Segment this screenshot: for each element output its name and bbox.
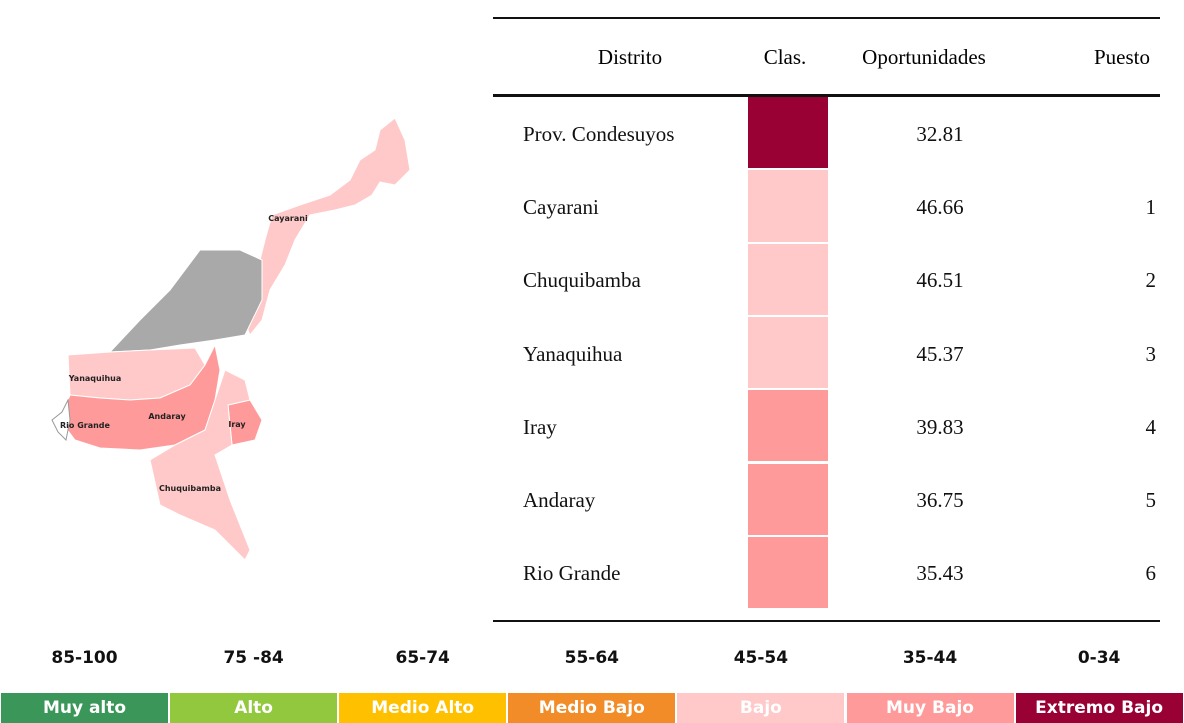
legend-label: Medio Alto <box>339 693 507 723</box>
rule <box>493 620 1160 622</box>
score: 39.83 <box>916 414 964 439</box>
score: 35.43 <box>916 561 964 586</box>
legend-label: Muy alto <box>1 693 168 723</box>
legend-range: 45-54 <box>733 648 789 668</box>
rank: 4 <box>1145 414 1157 439</box>
cayarani-region <box>239 117 411 336</box>
legend-range: 0-34 <box>1077 648 1121 668</box>
rank: 2 <box>1145 268 1157 293</box>
unknown-region <box>108 249 263 353</box>
map-label: Yanaquihua <box>68 374 122 383</box>
rule <box>493 94 1160 97</box>
chuquibamba-region <box>149 369 251 561</box>
class-swatch <box>748 243 828 315</box>
rank: 6 <box>1145 561 1157 586</box>
rank: 1 <box>1145 194 1157 219</box>
andaray-region <box>59 343 221 451</box>
score: 46.66 <box>916 194 964 219</box>
class-swatch <box>748 463 828 535</box>
legend-label: Alto <box>170 693 338 723</box>
district: Andaray <box>523 488 596 513</box>
map-label: Cayarani <box>268 214 308 223</box>
class-swatch <box>748 536 828 609</box>
district: Prov. Condesuyos <box>523 121 675 146</box>
header-cell: Oportunidades <box>862 45 986 69</box>
class-swatch <box>748 390 828 462</box>
score: 45.37 <box>916 341 964 366</box>
rank: 5 <box>1145 488 1157 513</box>
district: Rio Grande <box>523 561 621 586</box>
district: Yanaquihua <box>523 341 623 366</box>
district: Cayarani <box>523 194 599 219</box>
district: Chuquibamba <box>523 268 641 293</box>
legend-label: Extremo Bajo <box>1015 693 1183 723</box>
header-cell: Clas. <box>763 45 807 69</box>
header-cell: Distrito <box>597 45 663 69</box>
legend-range: 35-44 <box>902 648 958 668</box>
map-label: Chuquibamba <box>159 484 221 493</box>
legend-range: 75 -84 <box>223 648 284 668</box>
score: 32.81 <box>916 121 964 146</box>
class-swatch <box>748 97 828 169</box>
header-cell: Puesto <box>1093 45 1150 69</box>
score: 46.51 <box>916 268 964 293</box>
legend-range: 65-74 <box>395 648 450 668</box>
legend-range: 55-64 <box>564 648 619 668</box>
rio-grande-region <box>51 398 71 442</box>
map-label: Iray <box>228 420 246 429</box>
legend-label: Bajo <box>677 693 845 723</box>
rank: 3 <box>1145 341 1157 366</box>
rule <box>493 17 1160 19</box>
class-swatch <box>748 316 828 389</box>
legend-label: Medio Bajo <box>508 693 676 723</box>
map-label: Andaray <box>148 412 186 421</box>
district: Iray <box>523 414 557 439</box>
legend-label: Muy Bajo <box>846 693 1014 723</box>
legend-range: 85-100 <box>51 648 118 668</box>
class-swatch <box>748 170 828 242</box>
map: Cayarani Yanaquihua Andaray Rio Grande Iray C… <box>51 117 411 561</box>
score: 36.75 <box>916 488 964 513</box>
map-label: Rio Grande <box>60 421 111 430</box>
